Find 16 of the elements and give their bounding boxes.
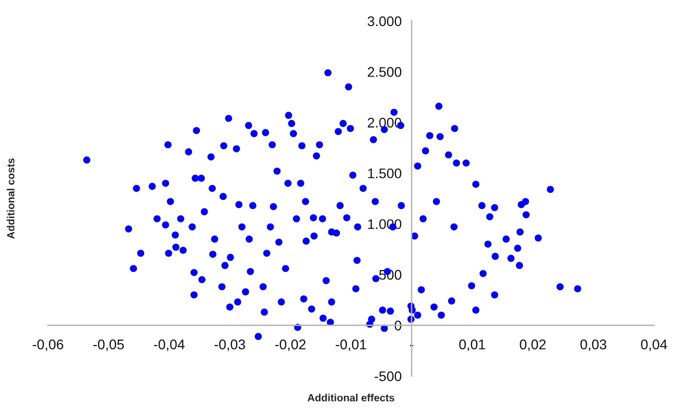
y-tick-label: 1.500: [368, 168, 402, 178]
y-axis-title: Additional costs: [6, 158, 14, 239]
x-axis-title: Additional effects: [308, 394, 394, 402]
x-tick-label: -0,06: [32, 340, 64, 352]
y-tick-label: -500: [374, 371, 402, 382]
x-tick-label: -0,02: [275, 340, 306, 352]
y-tick-label: 2.500: [368, 67, 402, 77]
x-tick-label: -0,04: [154, 340, 185, 352]
y-tick-label: 3.000: [368, 16, 402, 26]
x-tick-label: -0,01: [336, 340, 366, 352]
x-tick-label: -0,05: [93, 340, 124, 352]
x-tick-label: 0,03: [580, 340, 606, 352]
x-tick-label: 0,02: [520, 340, 546, 352]
x-tick-label: 0,01: [459, 340, 486, 352]
x-tick-label: 0,04: [641, 340, 668, 352]
x-tick-label: -0,03: [214, 340, 246, 352]
